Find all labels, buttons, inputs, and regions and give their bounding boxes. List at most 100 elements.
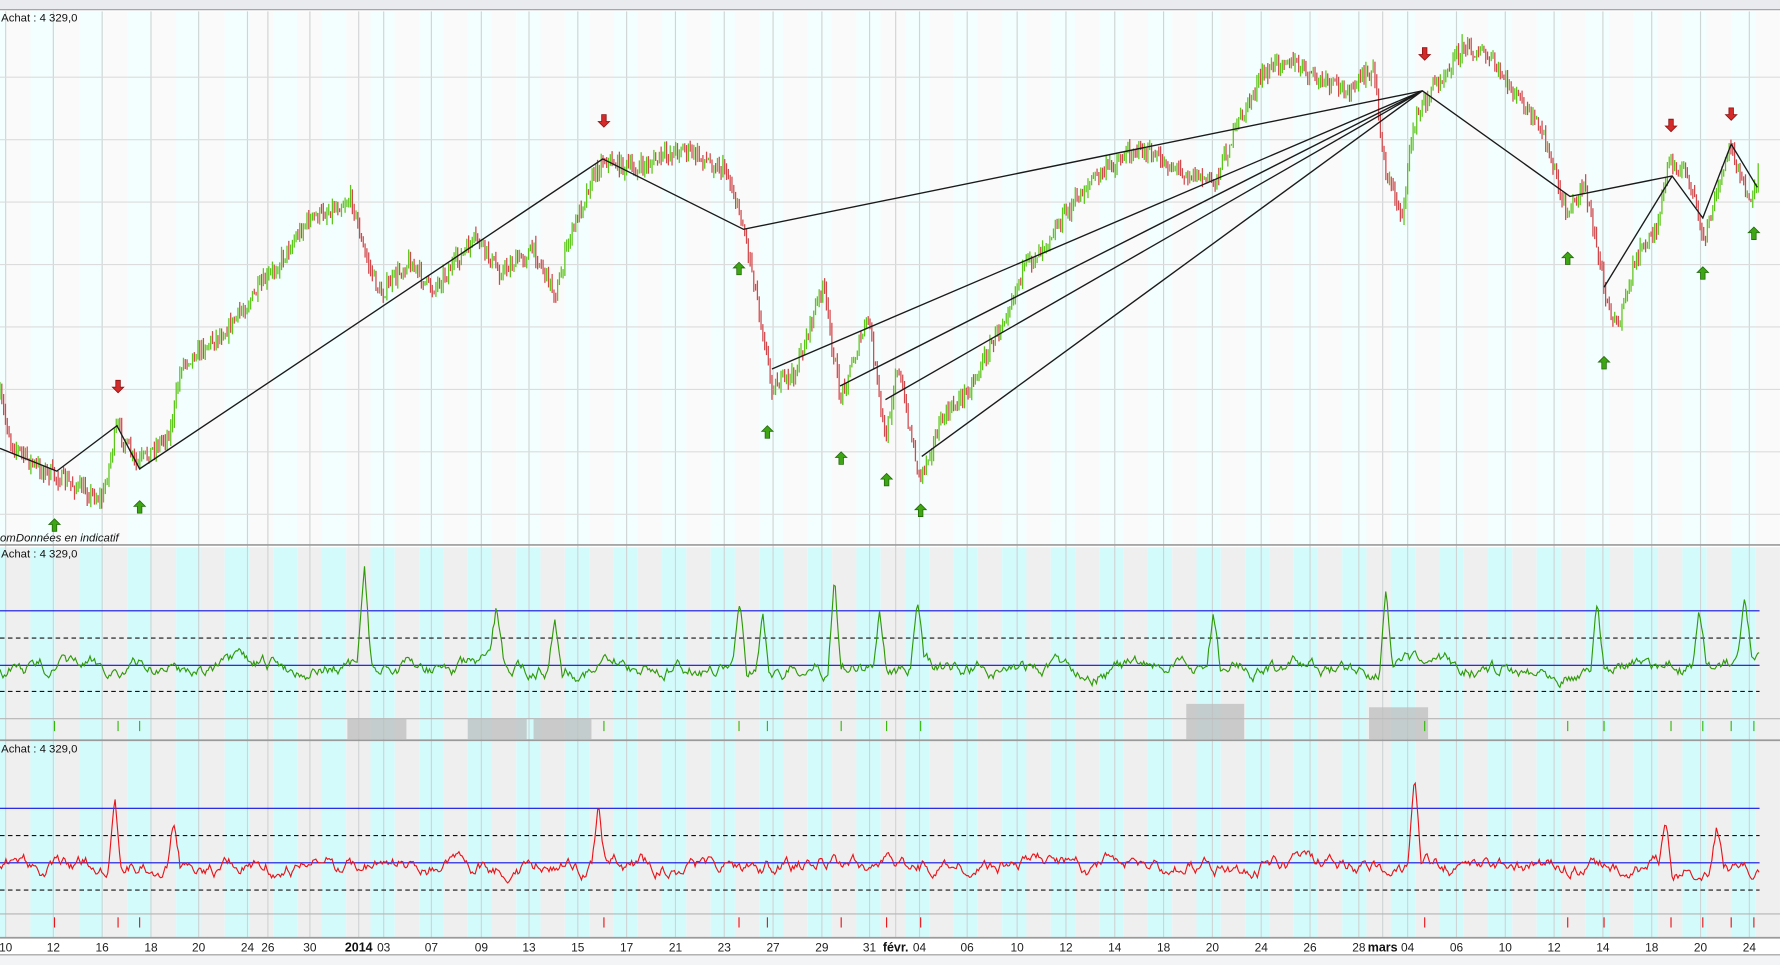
- oscillator-panel-1[interactable]: [0, 566, 1760, 740]
- x-axis-tick-label: 16: [96, 940, 110, 954]
- x-axis-tick-label: 20: [192, 940, 206, 954]
- buy-signal-arrow-up-icon[interactable]: [1597, 355, 1611, 370]
- sell-signal-arrow-down-icon[interactable]: [1724, 107, 1738, 121]
- background-band: [176, 11, 201, 545]
- background-band: [1317, 11, 1343, 545]
- buy-signal-arrow-up-icon[interactable]: [732, 261, 746, 276]
- background-band: [1342, 547, 1367, 938]
- buy-signal-arrow-up-icon[interactable]: [914, 503, 928, 517]
- buy-signal-arrow-up-icon[interactable]: [760, 425, 775, 439]
- background-band: [637, 11, 663, 545]
- x-axis-tick-label: mars: [1368, 940, 1398, 954]
- background-band: [953, 547, 978, 938]
- background-band: [1755, 11, 1780, 545]
- background-band: [0, 547, 7, 938]
- background-band: [856, 11, 881, 545]
- background-band: [443, 11, 468, 545]
- background-band: [807, 547, 833, 938]
- background-band: [1269, 11, 1294, 545]
- background-band: [1560, 11, 1586, 545]
- trend-line: [1603, 175, 1673, 288]
- background-band: [1682, 547, 1707, 938]
- sell-signal-arrow-down-icon[interactable]: [597, 114, 611, 128]
- background-band: [1755, 547, 1780, 938]
- sell-signal-arrow-down-icon[interactable]: [111, 379, 125, 394]
- background-band: [1439, 547, 1464, 938]
- oscillator-panel-2[interactable]: [0, 781, 1760, 928]
- background-band: [1463, 547, 1489, 938]
- x-axis-tick-label: 24: [1255, 940, 1269, 954]
- x-axis-tick-label: 17: [620, 940, 634, 954]
- sell-signal-arrow-down-icon[interactable]: [1664, 118, 1678, 133]
- background-band: [103, 547, 128, 938]
- background-band: [1050, 547, 1076, 938]
- background-band: [127, 547, 152, 938]
- x-axis-tick-label: 10: [1499, 940, 1513, 954]
- x-axis-tick-label: 04: [1401, 940, 1415, 954]
- background-band: [613, 11, 638, 545]
- buy-signal-arrow-up-icon[interactable]: [1696, 266, 1710, 280]
- background-band: [54, 547, 80, 938]
- buy-signal-arrow-up-icon[interactable]: [879, 472, 894, 487]
- background-band: [977, 11, 1003, 545]
- background-band: [1317, 547, 1343, 938]
- background-band: [929, 547, 954, 938]
- background-band: [662, 547, 687, 938]
- x-axis-tick-label: 15: [571, 940, 585, 954]
- x-axis-tick-label: 06: [1450, 940, 1464, 954]
- footnote-prefix: om: [0, 533, 16, 545]
- background-band: [904, 11, 930, 545]
- background-band: [1245, 547, 1270, 938]
- background-band: [1488, 547, 1513, 938]
- background-band: [467, 11, 492, 545]
- background-band: [249, 547, 274, 938]
- background-band: [1706, 11, 1731, 545]
- background-band: [1075, 11, 1100, 545]
- highlight-zone: [467, 718, 527, 740]
- background-band: [1488, 11, 1513, 545]
- x-axis-tick-label: 04: [913, 940, 927, 954]
- background-band: [394, 11, 420, 545]
- background-band: [977, 547, 1003, 938]
- background-band: [79, 547, 104, 938]
- highlight-zone: [1369, 707, 1429, 740]
- background-band: [589, 11, 614, 545]
- x-axis-tick-label: 18: [1157, 940, 1171, 954]
- background-band: [880, 547, 905, 938]
- background-band: [1123, 547, 1148, 938]
- x-axis-tick-label: 18: [1645, 940, 1659, 954]
- background-band: [1002, 547, 1027, 938]
- background-band: [1536, 547, 1561, 938]
- buy-signal-arrow-up-icon[interactable]: [47, 518, 62, 532]
- background-band: [953, 11, 978, 545]
- x-axis-tick-label: 12: [1547, 940, 1561, 954]
- background-band: [832, 547, 857, 938]
- background-band: [1293, 11, 1318, 545]
- x-axis-tick-label: 14: [1108, 940, 1122, 954]
- background-band: [759, 11, 784, 545]
- sell-signal-arrow-down-icon[interactable]: [1418, 47, 1432, 61]
- buy-signal-arrow-up-icon[interactable]: [1747, 226, 1761, 240]
- buy-signal-arrow-up-icon[interactable]: [132, 500, 147, 514]
- oscillator-line: [0, 566, 1760, 689]
- time-axis[interactable]: 10 12 16 18 20 24 26 30 2014 03 07 09 13 15 17 21 23 27 29…: [0, 940, 1756, 954]
- x-axis-tick-label: 14: [1596, 940, 1610, 954]
- background-band: [1147, 547, 1173, 938]
- oscillator-line: [0, 781, 1760, 884]
- background-band: [856, 547, 881, 938]
- background-band: [686, 547, 711, 938]
- background-band: [1706, 547, 1731, 938]
- price-panel[interactable]: [0, 34, 1761, 532]
- highlight-zone: [347, 718, 407, 740]
- background-band: [904, 547, 930, 938]
- x-axis-tick-label: 10: [0, 940, 13, 954]
- x-axis-tick-label: 07: [425, 940, 439, 954]
- background-band: [1123, 11, 1148, 545]
- background-band: [200, 11, 225, 545]
- background-band: [1050, 11, 1076, 545]
- background-band: [1390, 547, 1416, 938]
- buy-signal-arrow-up-icon[interactable]: [834, 451, 848, 465]
- buy-signal-arrow-up-icon[interactable]: [1561, 251, 1575, 265]
- background-band: [273, 11, 298, 545]
